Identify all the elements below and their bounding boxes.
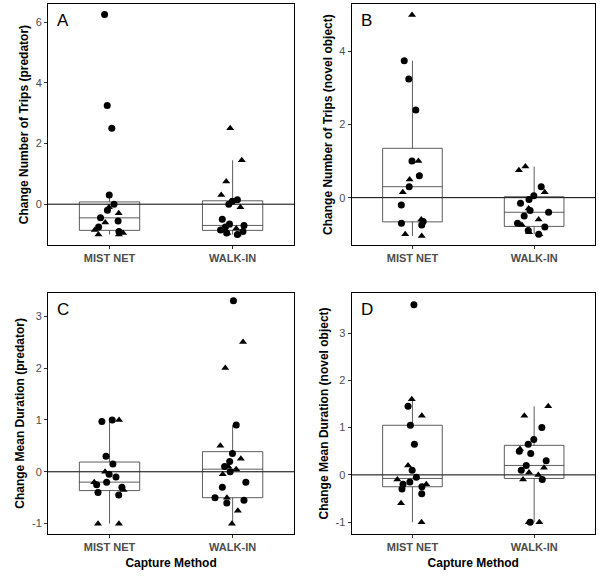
svg-text:0: 0 (36, 466, 42, 478)
svg-text:Capture Method: Capture Method (125, 556, 216, 570)
svg-text:Change Number of Trips (predat: Change Number of Trips (predator) (17, 25, 31, 224)
svg-text:MIST NET: MIST NET (387, 252, 439, 264)
svg-text:WALK-IN: WALK-IN (209, 252, 256, 264)
svg-text:WALK-IN: WALK-IN (209, 541, 256, 553)
svg-text:0: 0 (36, 198, 42, 210)
svg-text:2: 2 (339, 374, 345, 386)
svg-text:WALK-IN: WALK-IN (511, 252, 558, 264)
svg-text:Change Number of Trips (novel: Change Number of Trips (novel object) (321, 14, 335, 235)
svg-text:6: 6 (36, 16, 42, 28)
svg-text:MIST NET: MIST NET (84, 541, 136, 553)
svg-text:A: A (57, 11, 69, 30)
svg-text:B: B (361, 11, 372, 30)
svg-text:4: 4 (36, 77, 42, 89)
svg-text:1: 1 (339, 421, 345, 433)
svg-text:2: 2 (36, 137, 42, 149)
svg-text:Change Mean Duration (predator: Change Mean Duration (predator) (13, 318, 27, 509)
svg-text:MIST NET: MIST NET (84, 252, 136, 264)
svg-text:2: 2 (339, 118, 345, 130)
svg-text:MIST NET: MIST NET (387, 541, 439, 553)
svg-text:C: C (57, 300, 69, 319)
svg-text:-1: -1 (32, 517, 42, 529)
svg-text:3: 3 (339, 327, 345, 339)
svg-text:1: 1 (36, 414, 42, 426)
svg-text:Capture Method: Capture Method (428, 556, 519, 570)
svg-text:WALK-IN: WALK-IN (511, 541, 558, 553)
svg-text:0: 0 (339, 469, 345, 481)
svg-text:D: D (361, 300, 373, 319)
svg-text:2: 2 (36, 362, 42, 374)
svg-text:0: 0 (339, 192, 345, 204)
svg-text:Change Mean Duration (novel ob: Change Mean Duration (novel object) (317, 307, 331, 519)
svg-text:4: 4 (339, 45, 345, 57)
svg-text:-1: -1 (336, 516, 346, 528)
svg-text:3: 3 (36, 310, 42, 322)
